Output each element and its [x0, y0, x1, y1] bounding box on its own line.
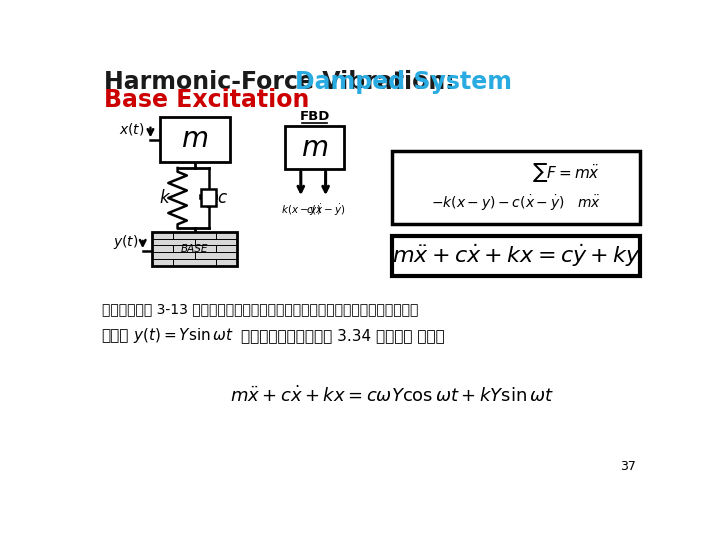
Text: $k$: $k$: [159, 189, 171, 207]
Bar: [392, 151, 640, 224]
Bar: [201, 189, 216, 206]
Bar: [160, 117, 230, 162]
Bar: [392, 236, 640, 276]
Text: $m$: $m$: [181, 125, 208, 153]
Text: ถ้า: ถ้า: [102, 328, 129, 343]
Text: 37: 37: [621, 460, 636, 473]
Text: $m\ddot{x}+c\dot{x}+kx=c\omega Y\cos\omega t+kY\sin\omega t$: $m\ddot{x}+c\dot{x}+kx=c\omega Y\cos\ome…: [230, 386, 554, 406]
Text: $c$: $c$: [217, 189, 228, 207]
Text: $-k(x-y)-c(\dot{x}-\dot{y})\ \ \ m\ddot{x}$: $-k(x-y)-c(\dot{x}-\dot{y})\ \ \ m\ddot{…: [431, 193, 601, 213]
Text: $\sum F = m\ddot{x}$: $\sum F = m\ddot{x}$: [532, 161, 600, 184]
Text: จะได้สมการ 3.34 ใหม่ คือ: จะได้สมการ 3.34 ใหม่ คือ: [241, 328, 445, 343]
Text: FBD: FBD: [300, 110, 330, 123]
Text: Base Excitation: Base Excitation: [104, 88, 310, 112]
Text: $m$: $m$: [301, 133, 328, 161]
Bar: [285, 126, 344, 169]
Text: $x(t)$: $x(t)$: [120, 121, 145, 137]
Text: BASE: BASE: [181, 244, 208, 254]
Text: Damped System: Damped System: [295, 70, 513, 94]
Bar: [152, 232, 238, 266]
Text: $y(t)$: $y(t)$: [113, 233, 139, 251]
Text: Harmonic-Force Vibration:: Harmonic-Force Vibration:: [104, 70, 454, 94]
Text: $y(t)=Y\sin\omega t$: $y(t)=Y\sin\omega t$: [132, 326, 233, 346]
Text: $c(\dot{x}-\dot{y})$: $c(\dot{x}-\dot{y})$: [306, 202, 346, 218]
Text: รูปที่ 3-13 แบบจำลองกายภาพการสั่นของฐาน: รูปที่ 3-13 แบบจำลองกายภาพการสั่นของฐาน: [102, 302, 418, 316]
Text: $m\ddot{x}+c\dot{x}+kx=c\dot{y}+ky$: $m\ddot{x}+c\dot{x}+kx=c\dot{y}+ky$: [392, 242, 641, 269]
Text: $k(x-y)$: $k(x-y)$: [281, 202, 321, 217]
